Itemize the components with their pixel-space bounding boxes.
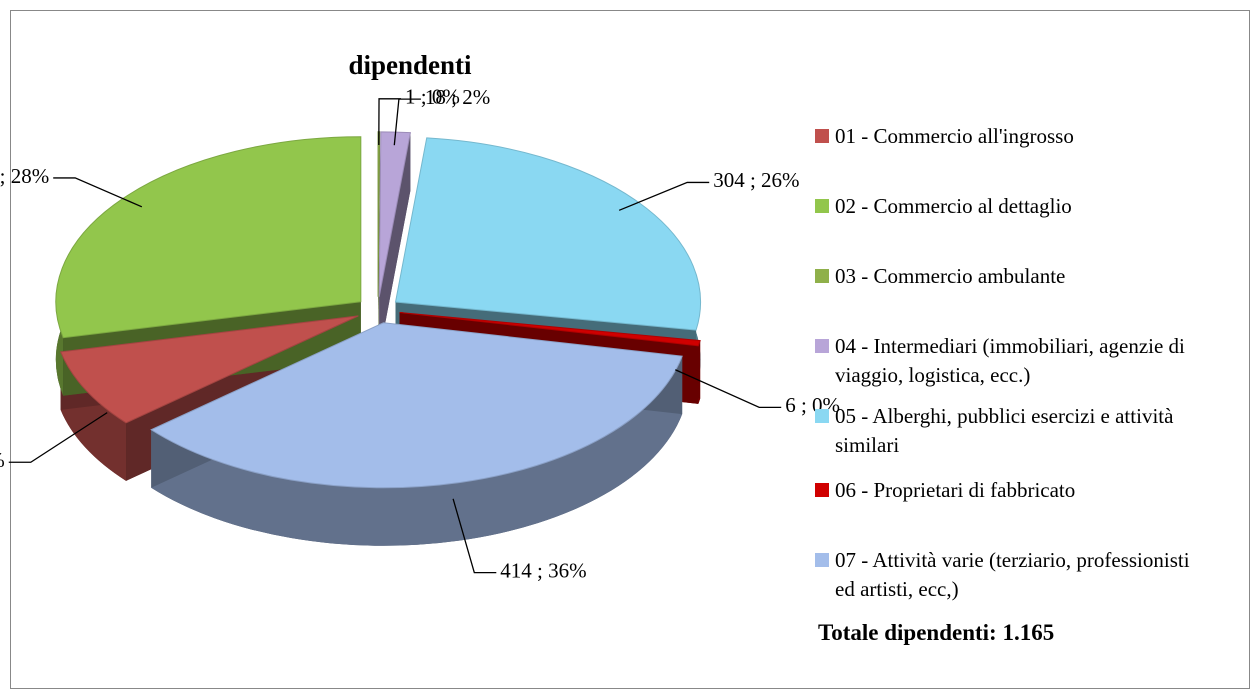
slice-side bbox=[379, 132, 411, 355]
legend-entry: 04 - Intermediari (immobiliari, agenzie … bbox=[815, 332, 1195, 390]
legend-swatch bbox=[815, 339, 829, 353]
legend-entry: 03 - Commercio ambulante bbox=[815, 262, 1195, 291]
legend-swatch bbox=[815, 199, 829, 213]
legend-entry: 01 - Commercio all'ingrosso bbox=[815, 122, 1195, 151]
legend-entry: 02 - Commercio al dettaglio bbox=[815, 192, 1195, 221]
legend-swatch bbox=[815, 553, 829, 567]
legend-label: 02 - Commercio al dettaglio bbox=[835, 194, 1072, 218]
legend-entry: 05 - Alberghi, pubblici esercizi e attiv… bbox=[815, 402, 1195, 460]
data-label: 414 ; 36% bbox=[500, 558, 586, 582]
legend-swatch bbox=[815, 409, 829, 423]
slice bbox=[399, 311, 701, 347]
leader-line bbox=[53, 177, 143, 208]
data-label: 6 ; 0% bbox=[785, 393, 840, 417]
leader-line bbox=[618, 181, 710, 211]
data-label: 332 ; 28% bbox=[0, 164, 49, 188]
leader-line bbox=[393, 98, 421, 146]
legend-entry: 06 - Proprietari di fabbricato bbox=[815, 476, 1195, 505]
legend-label: 05 - Alberghi, pubblici esercizi e attiv… bbox=[835, 404, 1174, 457]
total-annotation: Totale dipendenti: 1.165 bbox=[818, 620, 1055, 645]
leader-line bbox=[378, 98, 402, 146]
slice bbox=[55, 136, 362, 339]
legend-label: 03 - Commercio ambulante bbox=[835, 264, 1066, 288]
legend-label: 07 - Attività varie (terziario, professi… bbox=[835, 548, 1190, 601]
data-label: 90 ; 8% bbox=[0, 448, 5, 472]
legend-label: 06 - Proprietari di fabbricato bbox=[835, 478, 1076, 502]
legend-label: 01 - Commercio all'ingrosso bbox=[835, 124, 1074, 148]
slice bbox=[394, 137, 701, 331]
slice bbox=[59, 315, 359, 424]
legend-entry: 07 - Attività varie (terziario, professi… bbox=[815, 546, 1195, 604]
data-label: 1 ; 0% bbox=[405, 85, 460, 109]
leader-line bbox=[675, 369, 782, 408]
leader-line bbox=[452, 498, 497, 574]
legend-swatch bbox=[815, 483, 829, 497]
slice bbox=[150, 322, 683, 489]
slice-side bbox=[151, 356, 683, 546]
legend-swatch bbox=[815, 269, 829, 283]
legend-swatch bbox=[815, 129, 829, 143]
legend-label: 04 - Intermediari (immobiliari, agenzie … bbox=[835, 334, 1185, 387]
data-label: 18 ; 2% bbox=[425, 85, 490, 109]
chart-title: dipendenti bbox=[348, 50, 472, 80]
leader-line bbox=[8, 412, 108, 463]
frame bbox=[10, 10, 1250, 689]
data-label: 304 ; 26% bbox=[713, 168, 799, 192]
